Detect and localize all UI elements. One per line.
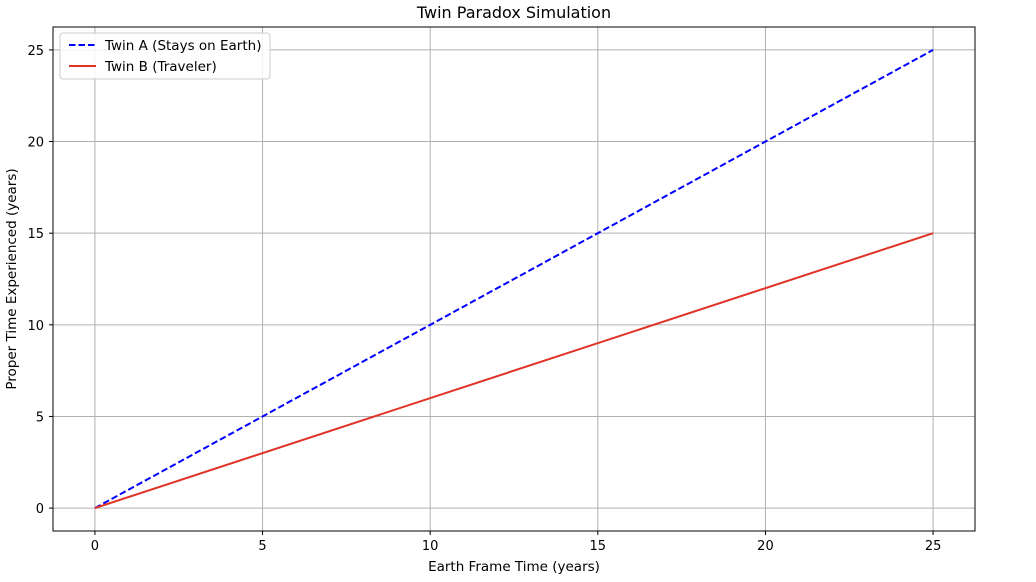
chart-title: Twin Paradox Simulation (416, 3, 611, 22)
series-layer (94, 49, 934, 510)
y-tick-label: 5 (36, 410, 44, 425)
plot-frame (52, 26, 976, 532)
x-tick-label: 10 (422, 539, 439, 554)
x-tick-label: 20 (757, 539, 774, 554)
series-line-twin-a (94, 49, 934, 509)
y-tick-label: 25 (27, 44, 44, 59)
x-tick-label: 5 (258, 539, 266, 554)
legend-label: Twin B (Traveler) (104, 59, 217, 75)
x-axis-title: Earth Frame Time (years) (428, 559, 600, 575)
y-axis-title: Proper Time Experienced (years) (4, 168, 20, 389)
legend: Twin A (Stays on Earth) Twin B (Traveler) (59, 32, 271, 80)
x-tick-label: 15 (590, 539, 607, 554)
x-tick-label: 25 (925, 539, 942, 554)
legend-label: Twin A (Stays on Earth) (104, 38, 261, 54)
axis-ticks: 0 5 10 15 20 25 0 5 10 15 20 25 (27, 44, 941, 554)
y-tick-label: 15 (27, 227, 44, 242)
y-tick-label: 0 (36, 502, 44, 517)
series-line-twin-b (94, 232, 934, 510)
y-tick-label: 20 (27, 136, 44, 151)
y-tick-label: 10 (27, 319, 44, 334)
x-tick-label: 0 (91, 539, 99, 554)
legend-box (59, 32, 271, 80)
